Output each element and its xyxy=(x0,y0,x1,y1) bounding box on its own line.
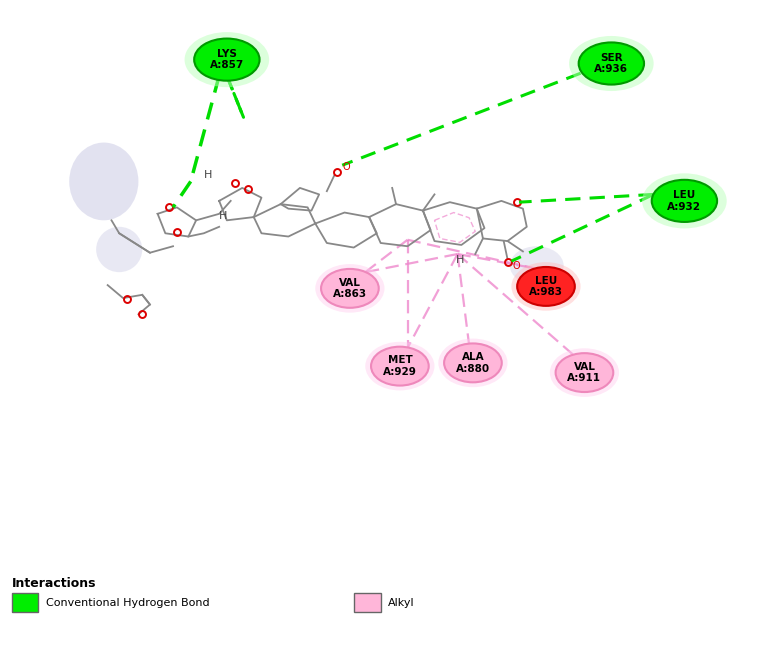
FancyBboxPatch shape xyxy=(354,593,381,612)
Text: MET
A:929: MET A:929 xyxy=(383,355,417,377)
Ellipse shape xyxy=(321,269,379,308)
Ellipse shape xyxy=(518,267,575,306)
Ellipse shape xyxy=(569,36,654,91)
Ellipse shape xyxy=(365,341,434,390)
Ellipse shape xyxy=(96,227,142,272)
Text: LEU
A:932: LEU A:932 xyxy=(667,190,701,212)
Text: Alkyl: Alkyl xyxy=(388,597,415,608)
Ellipse shape xyxy=(315,264,384,312)
Text: VAL
A:863: VAL A:863 xyxy=(333,277,367,299)
Text: O: O xyxy=(513,260,521,271)
Text: Interactions: Interactions xyxy=(12,577,96,590)
Ellipse shape xyxy=(579,43,644,85)
Ellipse shape xyxy=(194,39,260,80)
Text: H: H xyxy=(204,170,211,180)
Text: SER
A:936: SER A:936 xyxy=(594,52,628,75)
Text: H: H xyxy=(219,211,227,221)
Text: O: O xyxy=(342,161,350,172)
Ellipse shape xyxy=(438,338,508,388)
Ellipse shape xyxy=(371,347,429,386)
Ellipse shape xyxy=(550,349,619,397)
Text: H: H xyxy=(456,255,464,266)
Text: ALA
A:880: ALA A:880 xyxy=(456,352,490,374)
Text: LYS
A:857: LYS A:857 xyxy=(210,49,244,71)
Text: Conventional Hydrogen Bond: Conventional Hydrogen Bond xyxy=(46,597,210,608)
Ellipse shape xyxy=(510,246,564,285)
Ellipse shape xyxy=(651,180,717,222)
Ellipse shape xyxy=(444,343,502,382)
Ellipse shape xyxy=(185,32,269,87)
Ellipse shape xyxy=(642,174,727,229)
FancyBboxPatch shape xyxy=(12,593,38,612)
Ellipse shape xyxy=(69,143,138,220)
Ellipse shape xyxy=(556,353,614,392)
Ellipse shape xyxy=(511,262,581,310)
Text: VAL
A:911: VAL A:911 xyxy=(568,362,601,384)
Text: LEU
A:983: LEU A:983 xyxy=(529,275,563,297)
